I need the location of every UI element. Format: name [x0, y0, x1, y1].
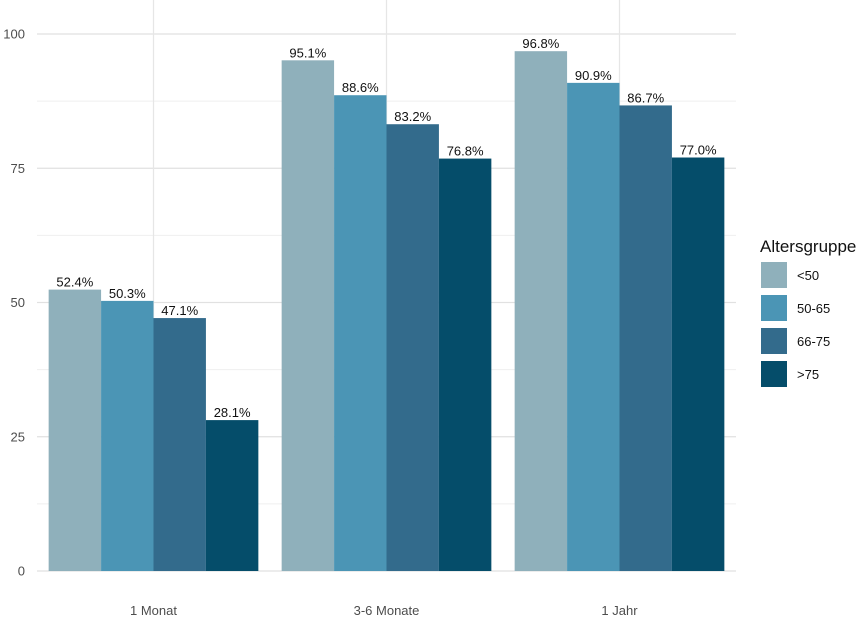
data-label: 96.8%	[522, 36, 559, 51]
bar	[48, 289, 102, 571]
bar	[153, 318, 206, 571]
x-tick-label: 1 Jahr	[601, 603, 638, 618]
bars	[48, 51, 725, 572]
legend: Altersgruppe <50 50-65 66-75 >75	[760, 237, 856, 387]
bar	[671, 157, 725, 571]
legend-label: >75	[797, 367, 819, 382]
legend-key	[761, 295, 787, 321]
y-tick-label: 0	[18, 564, 25, 579]
bar	[619, 105, 672, 572]
bar	[438, 158, 492, 572]
y-tick-label: 75	[11, 161, 25, 176]
data-label: 95.1%	[289, 45, 326, 60]
data-labels: 52.4% 95.1% 96.8% 50.3% 88.6% 90.9% 47.1% 83.2%…	[56, 36, 717, 420]
data-label: 28.1%	[214, 405, 251, 420]
legend-title: Altersgruppe	[760, 237, 856, 256]
bar	[101, 300, 154, 571]
x-tick-label: 1 Monat	[130, 603, 177, 618]
data-label: 86.7%	[627, 90, 664, 105]
bar	[567, 82, 620, 571]
data-label: 88.6%	[342, 80, 379, 95]
legend-key	[761, 361, 787, 387]
legend-label: <50	[797, 268, 819, 283]
data-label: 47.1%	[161, 303, 198, 318]
bar	[334, 95, 387, 571]
bar	[386, 124, 439, 571]
legend-label: 50-65	[797, 301, 830, 316]
legend-key	[761, 328, 787, 354]
data-label: 90.9%	[575, 68, 612, 83]
bar	[514, 51, 568, 571]
legend-key	[761, 262, 787, 288]
data-label: 83.2%	[394, 109, 431, 124]
bar	[205, 420, 259, 571]
data-label: 50.3%	[109, 286, 146, 301]
data-label: 52.4%	[56, 275, 93, 290]
y-axis: 0 25 50 75 100	[3, 27, 25, 579]
y-tick-label: 25	[11, 429, 25, 444]
x-tick-label: 3-6 Monate	[354, 603, 420, 618]
x-axis: 1 Monat 3-6 Monate 1 Jahr	[130, 603, 638, 618]
y-tick-label: 50	[11, 295, 25, 310]
data-label: 77.0%	[680, 143, 717, 158]
legend-label: 66-75	[797, 334, 830, 349]
bar	[281, 60, 335, 572]
data-label: 76.8%	[447, 144, 484, 159]
y-tick-label: 100	[3, 27, 25, 42]
